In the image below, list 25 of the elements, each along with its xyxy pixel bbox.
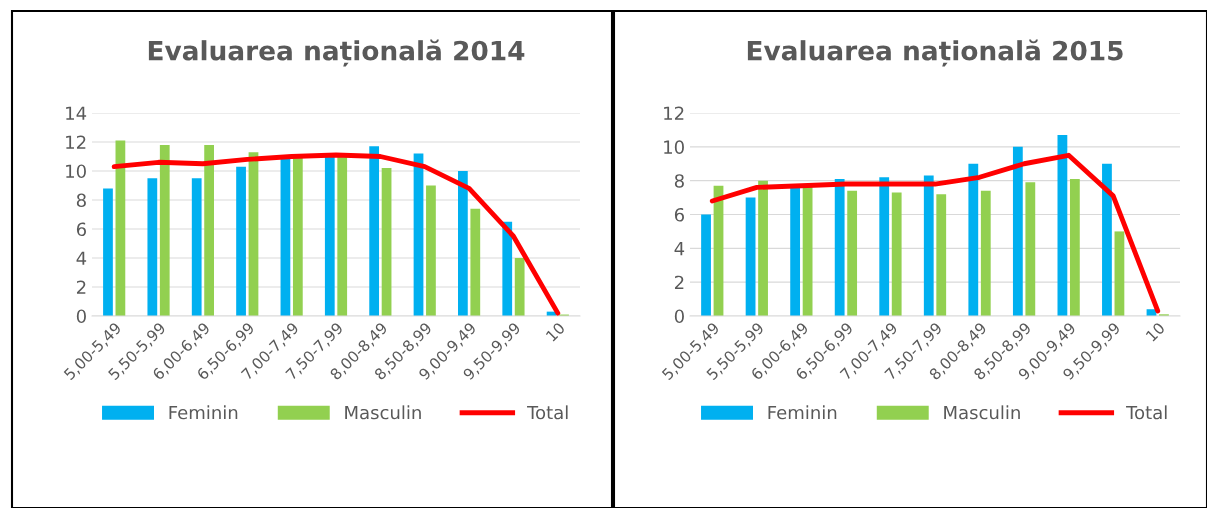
- legend-label: Total: [1126, 405, 1167, 420]
- x-tick-label: 10: [1145, 321, 1166, 342]
- x-tick-label: 10: [545, 321, 566, 342]
- y-tick-label: 10: [664, 140, 684, 154]
- legend-label: Feminin: [169, 405, 238, 420]
- y-tick-label: 2: [76, 280, 86, 294]
- y-tick-label: 8: [76, 193, 86, 208]
- legend-label: Masculin: [944, 405, 1020, 420]
- y-tick-label: 4: [674, 242, 685, 256]
- y-tick-label: 6: [76, 222, 86, 237]
- chart-title: Evaluarea națională 2015: [747, 39, 1123, 67]
- y-tick-label: 12: [66, 135, 86, 149]
- chart-title: Evaluarea națională 2014: [148, 39, 525, 67]
- legend-label: Total: [527, 405, 568, 420]
- y-tick-label: 4: [76, 251, 87, 265]
- y-tick-label: 10: [66, 164, 86, 179]
- y-tick-label: 0: [76, 309, 86, 324]
- y-tick-label: 2: [674, 275, 684, 290]
- legend-label: Feminin: [768, 405, 837, 420]
- legend-label: Masculin: [345, 405, 421, 420]
- y-tick-label: 8: [674, 174, 684, 188]
- y-tick-label: 14: [66, 106, 87, 120]
- y-tick-label: 12: [664, 106, 684, 120]
- y-tick-label: 6: [674, 207, 684, 222]
- y-tick-label: 0: [674, 309, 684, 324]
